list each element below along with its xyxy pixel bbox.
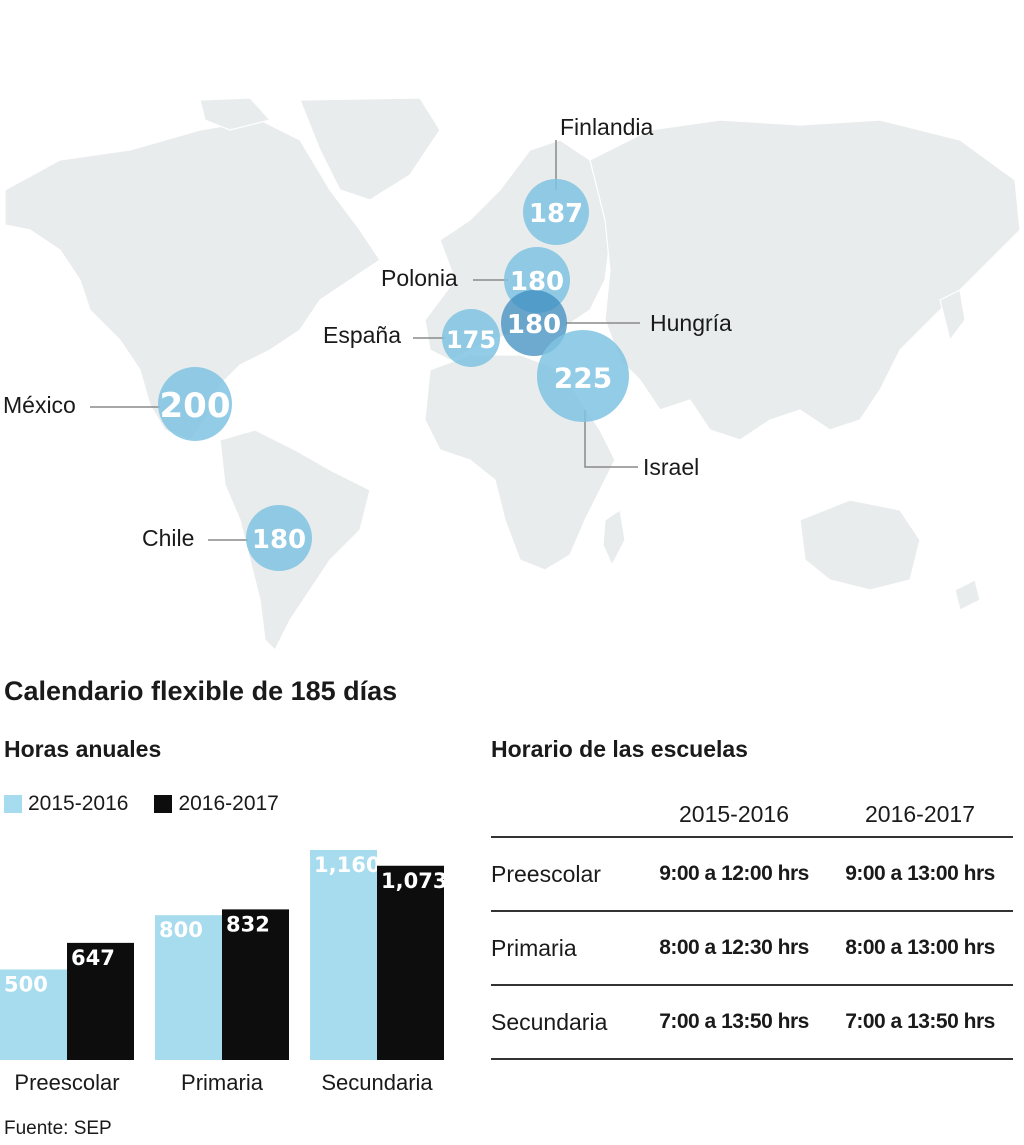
schedule-table: 2015-2016 2016-2017 Preescolar 9:00 a 12… <box>491 792 1013 1060</box>
row-time-2015: 8:00 a 12:30 hrs <box>641 910 827 985</box>
bubble-chile <box>246 505 312 571</box>
value-chile: 180 <box>252 525 306 555</box>
schedule-header-row: 2015-2016 2016-2017 <box>491 792 1013 837</box>
bars-subtitle: Horas anuales <box>4 736 162 762</box>
bubble-finlandia <box>523 179 589 245</box>
legend-item-2016: 2016-2017 <box>154 792 279 816</box>
value-mexico: 200 <box>160 386 231 426</box>
legend-label-2016: 2016-2017 <box>178 792 279 815</box>
map-land <box>4 97 1021 652</box>
table-row: Preescolar 9:00 a 12:00 hrs 9:00 a 13:00… <box>491 836 1013 911</box>
table-row: Primaria 8:00 a 12:30 hrs 8:00 a 13:00 h… <box>491 910 1013 985</box>
value-polonia: 180 <box>510 267 564 297</box>
bar-primaria-2016-2017 <box>222 909 289 1060</box>
bar-secundaria-2016-2017 <box>377 865 444 1060</box>
bar-value-label: 1,160 <box>314 853 380 877</box>
bar-value-label: 647 <box>71 946 115 970</box>
category-label: Preescolar <box>14 1070 119 1095</box>
bar-secundaria-2015-2016 <box>310 850 377 1060</box>
source-note: Fuente: SEP <box>4 1118 112 1139</box>
label-mexico: México <box>3 392 76 418</box>
chart-title: Calendario flexible de 185 días <box>4 676 398 706</box>
country-labels: Finlandia Polonia Hungría España Israel … <box>3 114 732 551</box>
row-time-2015: 9:00 a 12:00 hrs <box>641 836 827 911</box>
row-time-2015: 7:00 a 13:50 hrs <box>641 984 827 1060</box>
label-chile: Chile <box>142 525 194 551</box>
label-espana: España <box>323 322 401 348</box>
value-israel: 225 <box>554 362 612 395</box>
bar-chart: 500 647 Preescolar 800 832 Primaria 1,1601,073… <box>0 850 447 1095</box>
bubbles <box>158 179 629 571</box>
leader-lines <box>90 140 640 541</box>
value-espana: 175 <box>446 326 496 354</box>
row-time-2016: 8:00 a 13:00 hrs <box>827 910 1013 985</box>
table-row: Secundaria 7:00 a 13:50 hrs 7:00 a 13:50… <box>491 984 1013 1060</box>
bubble-values: 187 180 180 175 225 200 180 <box>160 199 613 555</box>
bar-value-label: 832 <box>226 912 270 936</box>
bar-preescolar-2015-2016 <box>0 969 67 1060</box>
row-time-2016: 9:00 a 13:00 hrs <box>827 836 1013 911</box>
category-label: Primaria <box>181 1070 264 1095</box>
bubble-mexico <box>158 367 232 441</box>
bar-value-label: 500 <box>4 972 48 996</box>
label-polonia: Polonia <box>381 265 458 291</box>
bubble-israel <box>537 330 629 422</box>
bubble-espana <box>442 309 500 367</box>
value-hungria: 180 <box>507 310 561 340</box>
category-label: Secundaria <box>321 1070 433 1095</box>
world-map: 187 180 180 175 225 200 180 Finlandia Po… <box>3 97 1021 652</box>
legend-label-2015: 2015-2016 <box>28 792 129 815</box>
schedule-header-2015: 2015-2016 <box>679 800 789 827</box>
bar-primaria-2015-2016 <box>155 915 222 1060</box>
row-time-2016: 7:00 a 13:50 hrs <box>827 984 1013 1060</box>
schedule-header-2016: 2016-2017 <box>865 800 975 827</box>
legend: 2015-2016 2016-2017 <box>4 792 305 816</box>
legend-swatch-2016 <box>154 795 173 813</box>
bar-value-label: 1,073 <box>381 869 447 893</box>
row-level: Primaria <box>491 910 641 985</box>
schedule-title: Horario de las escuelas <box>491 736 748 762</box>
bubble-hungria <box>501 290 567 356</box>
row-level: Secundaria <box>491 984 641 1060</box>
label-finlandia: Finlandia <box>560 114 654 140</box>
schedule-header-empty <box>491 792 641 837</box>
bar-preescolar-2016-2017 <box>67 942 134 1060</box>
label-israel: Israel <box>643 454 699 480</box>
bar-value-label: 800 <box>159 918 203 942</box>
leader-israel <box>584 410 638 468</box>
legend-swatch-2015 <box>4 795 22 813</box>
row-level: Preescolar <box>491 836 641 911</box>
value-finlandia: 187 <box>529 199 583 229</box>
legend-item-2015: 2015-2016 <box>4 792 128 816</box>
label-hungria: Hungría <box>650 310 732 336</box>
